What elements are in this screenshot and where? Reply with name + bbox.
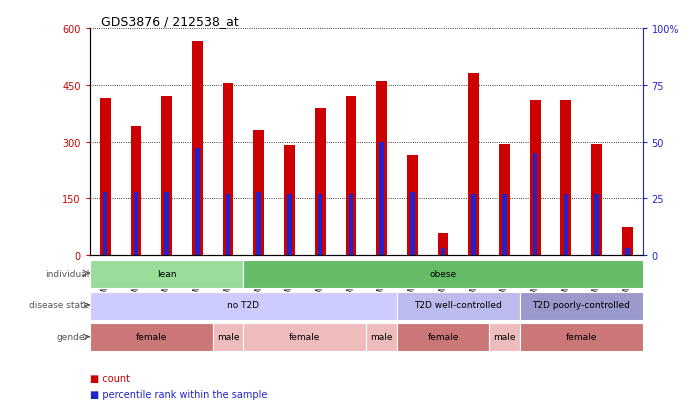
Bar [397,324,489,351]
Text: ■ percentile rank within the sample: ■ percentile rank within the sample [90,389,267,399]
Bar [164,192,169,256]
Text: lean: lean [157,269,176,278]
Bar [287,195,292,256]
Text: female: female [135,332,167,342]
Bar [468,74,479,256]
Bar [437,233,448,256]
Text: female: female [289,332,321,342]
Bar [90,324,213,351]
Bar [90,292,397,320]
Bar [397,292,520,320]
Bar [471,195,476,256]
Bar [379,142,384,256]
Bar [254,131,264,256]
Bar [441,249,445,256]
Text: obese: obese [429,269,457,278]
Text: individual: individual [45,269,89,278]
Text: disease state: disease state [29,301,89,310]
Bar [407,156,417,256]
Bar [376,82,387,256]
Text: GDS3876 / 212538_at: GDS3876 / 212538_at [101,15,238,28]
Bar [564,195,568,256]
Bar [594,195,599,256]
Bar [366,324,397,351]
Bar [315,108,325,256]
Bar [502,195,507,256]
Bar [226,195,230,256]
Bar [410,192,415,256]
Bar [213,324,243,351]
Text: ■ count: ■ count [90,373,130,383]
Bar [348,195,353,256]
Bar [103,192,108,256]
Bar [243,324,366,351]
Bar [560,101,571,256]
Bar [133,192,138,256]
Bar [195,149,200,256]
Bar [223,84,234,256]
Bar [591,144,602,256]
Text: male: male [217,332,239,342]
Bar [100,99,111,256]
Bar [161,97,172,256]
Bar [520,324,643,351]
Text: no T2D: no T2D [227,301,259,310]
Text: female: female [427,332,459,342]
Bar [243,260,643,288]
Bar [622,227,633,256]
Bar [346,97,357,256]
Text: female: female [565,332,597,342]
Bar [318,195,323,256]
Bar [90,260,243,288]
Text: male: male [370,332,393,342]
Bar [131,127,141,256]
Text: male: male [493,332,515,342]
Bar [284,146,295,256]
Text: T2D well-controlled: T2D well-controlled [415,301,502,310]
Bar [520,292,643,320]
Bar [530,101,540,256]
Text: T2D poorly-controlled: T2D poorly-controlled [532,301,630,310]
Bar [489,324,520,351]
Bar [533,154,538,256]
Bar [499,144,510,256]
Bar [256,192,261,256]
Bar [625,249,630,256]
Bar [192,42,202,256]
Text: gender: gender [57,332,89,342]
